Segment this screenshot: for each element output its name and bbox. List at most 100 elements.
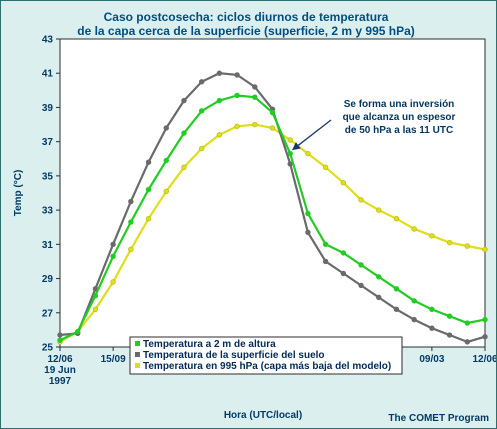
data-point xyxy=(110,253,116,260)
data-point xyxy=(464,243,470,249)
data-point xyxy=(128,198,134,205)
series-lines xyxy=(57,70,488,345)
data-point xyxy=(376,294,382,301)
y-tick-label: 39 xyxy=(42,103,54,114)
data-point xyxy=(393,286,400,292)
y-tick-label: 35 xyxy=(42,171,54,182)
x-tick-label: 09/03 xyxy=(419,354,444,365)
data-point xyxy=(429,233,435,239)
data-point xyxy=(234,92,240,99)
data-point xyxy=(181,130,187,136)
data-point xyxy=(429,325,435,331)
y-tick-label: 43 xyxy=(42,35,54,46)
x-tick-year: 1997 xyxy=(49,376,72,387)
chart-title: Caso postcosecha: ciclos diurnos de temp… xyxy=(104,10,389,24)
data-point xyxy=(393,215,400,222)
data-point xyxy=(305,150,311,157)
data-point xyxy=(163,125,169,131)
data-point xyxy=(446,239,453,246)
y-axis-ticks: 25 27 29 31 33 35 37 39 41 43 xyxy=(42,35,60,354)
annotation-line-2: que alcanza un espesor xyxy=(343,112,456,123)
data-point xyxy=(234,72,240,78)
data-point xyxy=(322,164,329,171)
data-point xyxy=(376,207,382,213)
x-axis-label: Hora (UTC/local) xyxy=(224,410,302,421)
data-point xyxy=(145,186,152,193)
data-point xyxy=(340,250,347,256)
data-point xyxy=(252,121,258,128)
data-point xyxy=(216,70,223,76)
data-point xyxy=(198,145,205,152)
data-point xyxy=(163,188,169,194)
data-point xyxy=(393,306,400,313)
data-point xyxy=(482,334,488,340)
data-point xyxy=(464,320,470,326)
y-axis-label: Temp (°C) xyxy=(13,170,24,217)
y-tick-label: 41 xyxy=(42,69,54,80)
x-tick-label: 12/06 xyxy=(472,354,496,365)
data-point xyxy=(358,197,364,203)
data-point xyxy=(216,132,223,138)
data-point xyxy=(145,215,152,222)
data-point xyxy=(181,164,187,171)
y-tick-label: 33 xyxy=(42,206,54,217)
data-point xyxy=(482,246,488,253)
data-point xyxy=(110,241,116,248)
data-point xyxy=(358,262,364,268)
data-point xyxy=(305,229,311,236)
data-point xyxy=(446,332,453,338)
data-point xyxy=(482,316,488,323)
data-point xyxy=(340,270,347,277)
data-point xyxy=(57,332,63,338)
data-point xyxy=(411,226,417,232)
credit-text: The COMET Program xyxy=(388,413,489,424)
data-point xyxy=(269,125,276,131)
legend-swatch-995hpa xyxy=(135,363,140,368)
annotation-line-1: Se forma una inversión xyxy=(344,99,455,110)
data-point xyxy=(411,316,417,323)
annotation-arrow xyxy=(297,119,332,146)
plot-area xyxy=(59,38,486,348)
legend-label-surface: Temperatura de la superficie del suelo xyxy=(143,350,325,361)
annotation-arrowhead xyxy=(291,142,301,151)
data-point xyxy=(57,337,63,343)
data-point xyxy=(198,79,205,85)
y-tick-label: 25 xyxy=(42,343,54,354)
data-point xyxy=(411,298,417,304)
data-point xyxy=(446,313,453,319)
data-point xyxy=(464,339,470,345)
data-point xyxy=(216,97,223,104)
data-point xyxy=(92,306,99,313)
inversion-annotation: Se forma una inversión que alcanza un es… xyxy=(291,99,456,151)
data-point xyxy=(269,109,276,116)
y-tick-label: 27 xyxy=(42,308,54,319)
data-point xyxy=(322,241,329,248)
legend-box xyxy=(129,336,403,375)
data-point xyxy=(181,97,187,104)
data-point xyxy=(429,306,435,313)
data-point xyxy=(128,219,134,225)
data-point xyxy=(163,157,169,164)
data-point xyxy=(145,159,152,165)
y-tick-label: 31 xyxy=(42,240,54,251)
x-tick-label: 12/06 xyxy=(47,354,72,365)
data-point xyxy=(92,292,99,299)
x-tick-label: 15/09 xyxy=(101,354,126,365)
data-point xyxy=(128,246,134,253)
chart-subtitle: de la capa cerca de la superficie (super… xyxy=(77,24,415,38)
legend: Temperatura a 2 m de altura Temperatura … xyxy=(129,336,403,375)
annotation-line-3: de 50 hPa a las 11 UTC xyxy=(345,125,453,136)
data-point xyxy=(234,123,240,129)
data-point xyxy=(287,137,293,143)
legend-label-2m: Temperatura a 2 m de altura xyxy=(143,339,276,350)
y-tick-label: 37 xyxy=(42,137,54,148)
legend-label-995hpa: Temperatura en 995 hPa (capa más baja de… xyxy=(143,361,391,372)
data-point xyxy=(198,108,205,114)
legend-swatch-2m xyxy=(135,341,140,346)
x-tick-date: 19 Jun xyxy=(44,365,76,376)
data-point xyxy=(305,210,311,217)
data-point xyxy=(110,279,116,285)
legend-swatch-surface xyxy=(135,352,140,357)
